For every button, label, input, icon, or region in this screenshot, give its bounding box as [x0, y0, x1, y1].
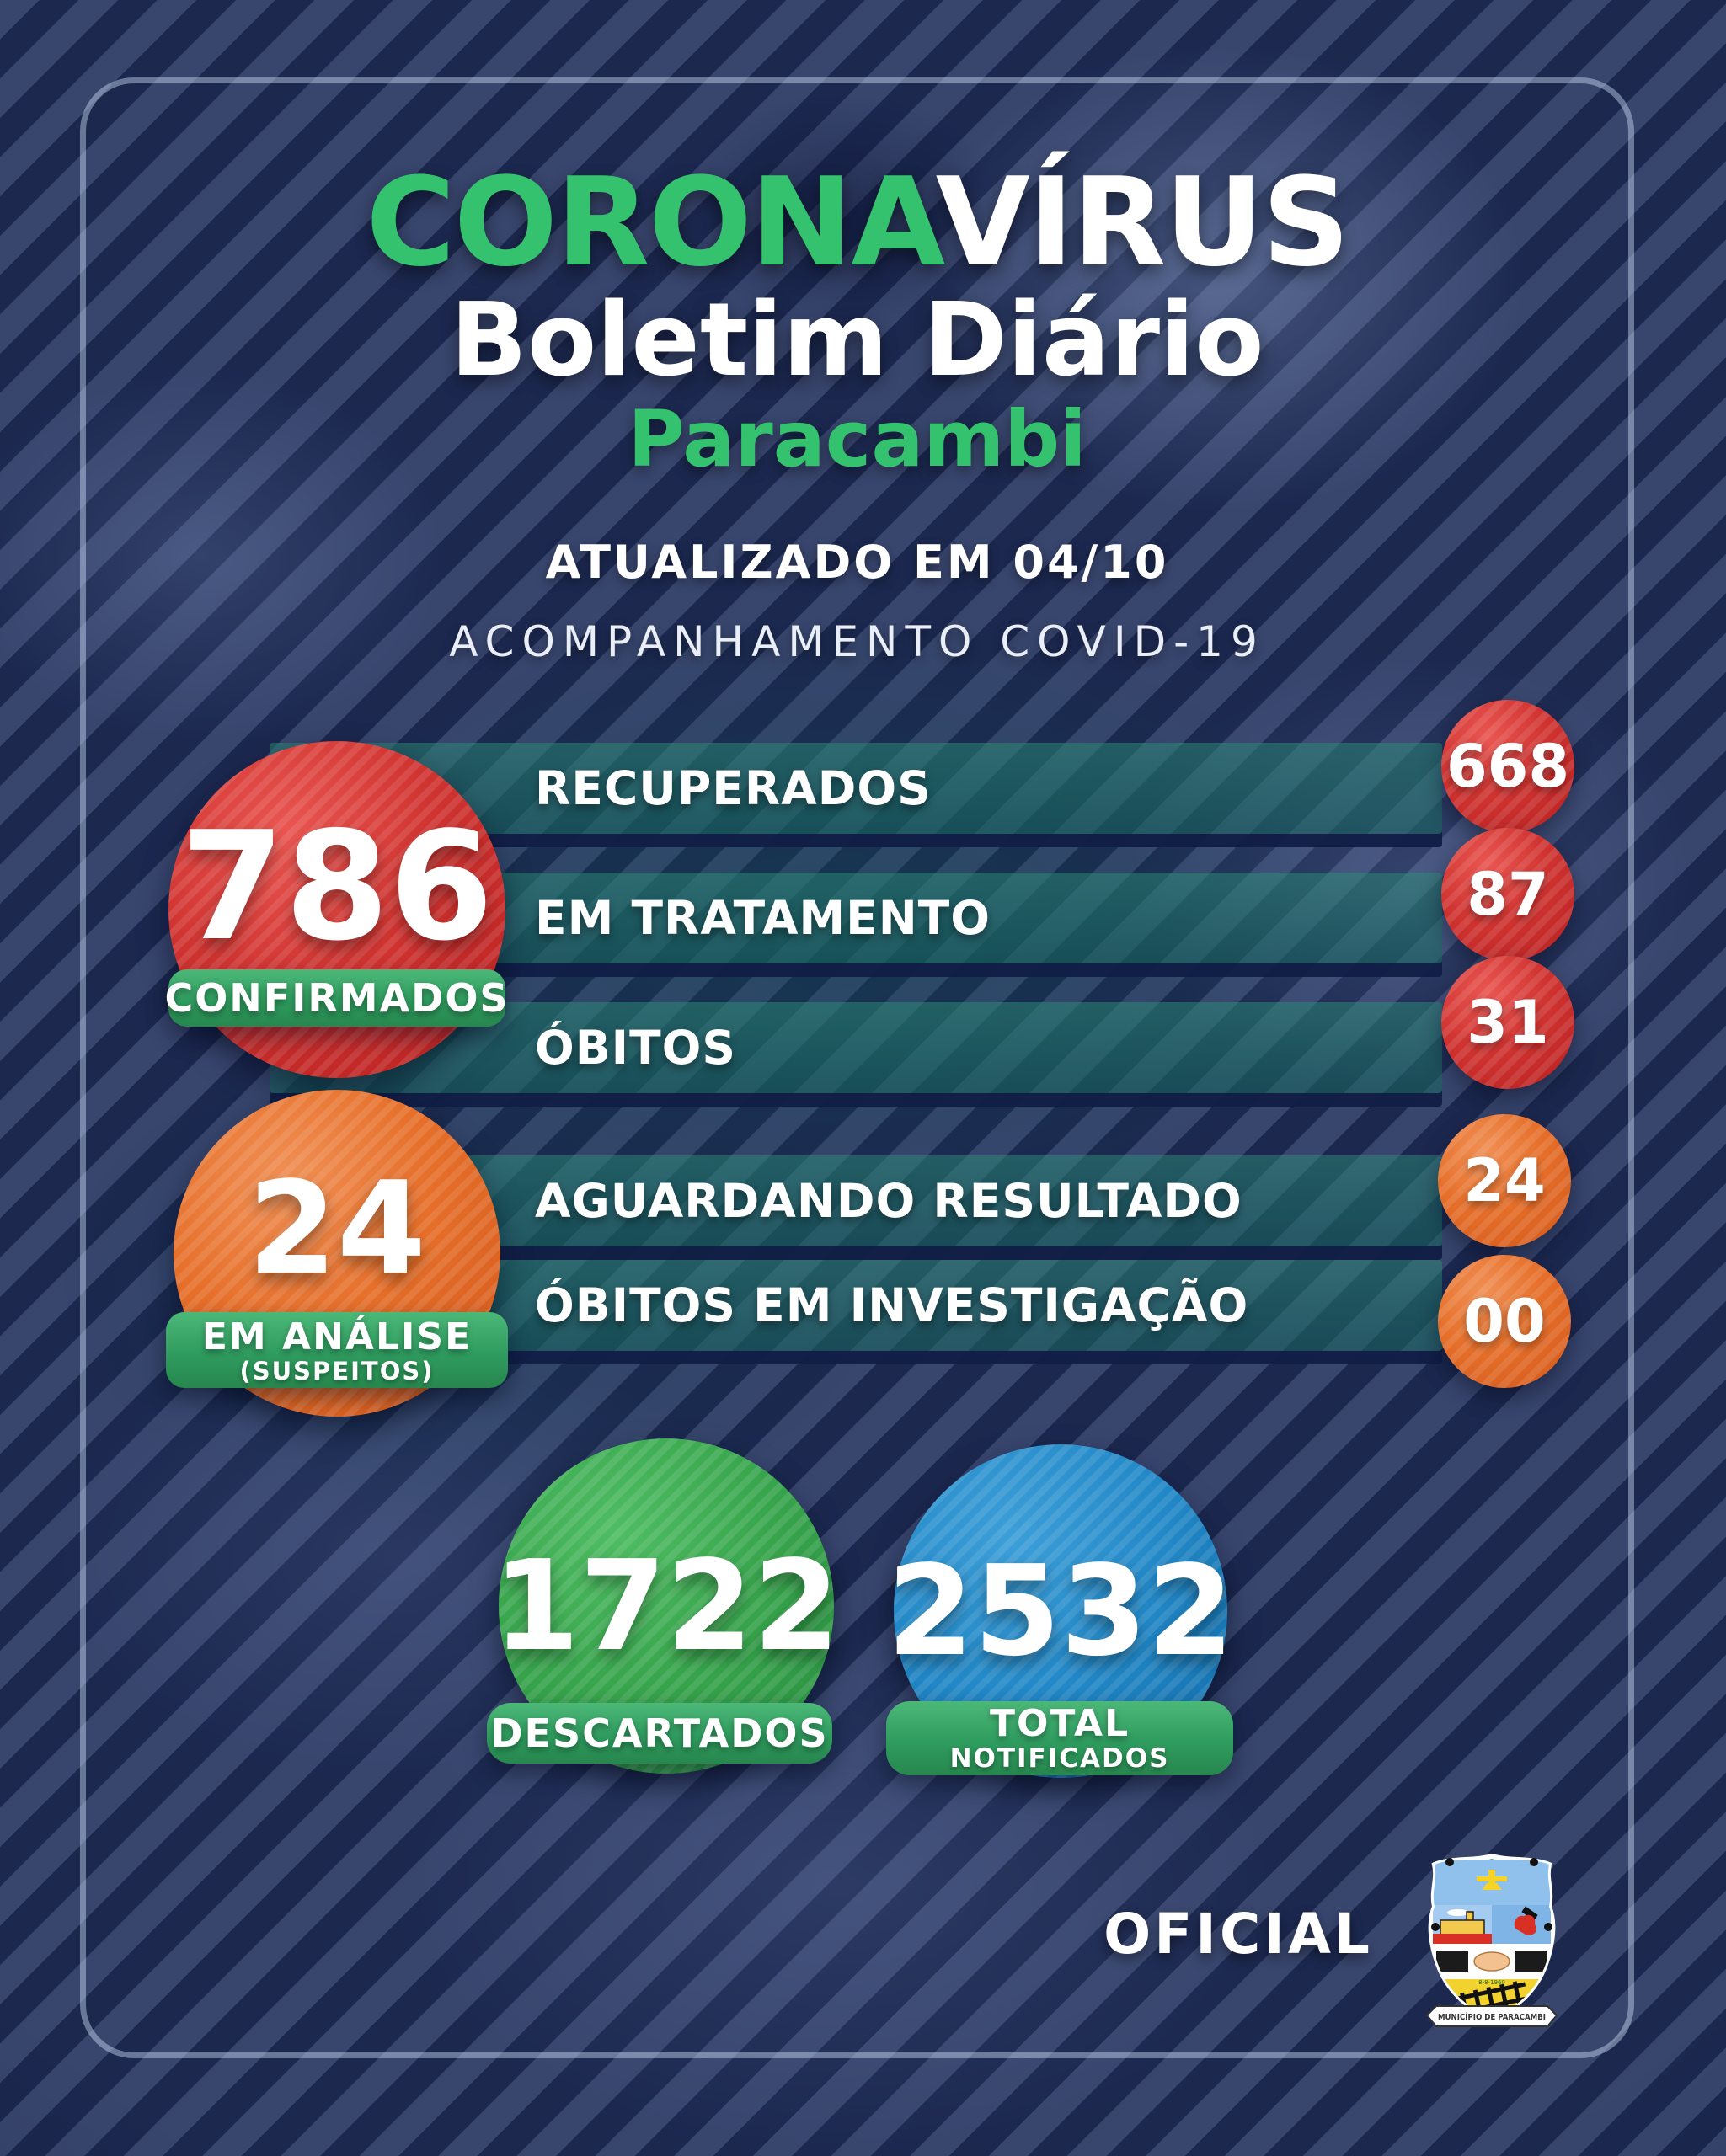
total-badge-sublabel: NOTIFICADOS: [949, 1743, 1170, 1774]
value-circle-recuperados: 668: [1441, 700, 1574, 833]
bulletin-subtitle: Boletim Diário: [450, 282, 1264, 399]
suspects-badge-label: EM ANÁLISE: [201, 1315, 473, 1358]
value-aguardando: 24: [1463, 1146, 1546, 1215]
total-notified-badge: TOTAL NOTIFICADOS: [886, 1701, 1233, 1775]
value-obitos-investigacao: 00: [1463, 1287, 1546, 1356]
suspects-badge: EM ANÁLISE (SUSPEITOS): [166, 1312, 508, 1388]
discarded-count: 1722: [493, 1534, 840, 1678]
suspects-count: 24: [248, 1153, 426, 1303]
total-badge-label: TOTAL: [989, 1702, 1130, 1745]
discarded-badge: DESCARTADOS: [487, 1703, 832, 1764]
suspects-badge-sublabel: (SUSPEITOS): [239, 1356, 435, 1385]
discarded-badge-label: DESCARTADOS: [490, 1710, 829, 1756]
stat-bar-label: AGUARDANDO RESULTADO: [535, 1174, 1242, 1228]
value-circle-aguardando: 24: [1438, 1114, 1571, 1247]
value-recuperados: 668: [1445, 732, 1570, 801]
confirmed-circle: 786: [168, 741, 505, 1078]
confirmed-count: 786: [180, 799, 494, 974]
confirmed-badge: CONFIRMADOS: [164, 969, 508, 1027]
confirmed-badge-label: CONFIRMADOS: [164, 975, 510, 1021]
stat-bar-label: RECUPERADOS: [535, 761, 932, 815]
stat-bar-recuperados: RECUPERADOS: [270, 743, 1442, 834]
city-name: Paracambi: [628, 394, 1087, 484]
official-label: OFICIAL: [1103, 1902, 1373, 1967]
tracking-label: ACOMPANHAMENTO COVID-19: [449, 617, 1265, 666]
brand-title-green: CORONA: [366, 152, 937, 294]
value-circle-obitos: 31: [1441, 956, 1574, 1089]
stat-bar-label: EM TRATAMENTO: [535, 891, 991, 945]
crest-date: 8-8-1960: [1478, 1979, 1505, 1986]
value-circle-obitos-investigacao: 00: [1438, 1255, 1571, 1388]
value-obitos: 31: [1467, 988, 1549, 1057]
brand-title: CORONAVÍRUS: [80, 156, 1634, 291]
crest-ribbon-text: MUNICÍPIO DE PARACAMBI: [1438, 2012, 1546, 2022]
stat-bar-label: ÓBITOS: [535, 1021, 737, 1075]
value-circle-em-tratamento: 87: [1441, 828, 1574, 961]
coat-of-arms-icon: 8-8-1960 MUNICÍPIO DE PARACAMBI: [1425, 1853, 1558, 2027]
updated-date: ATUALIZADO EM 04/10: [545, 536, 1169, 589]
total-notified-count: 2532: [887, 1539, 1234, 1684]
stat-bar-label: ÓBITOS EM INVESTIGAÇÃO: [535, 1278, 1249, 1332]
decorative-frame: [80, 77, 1634, 2058]
brand-title-white: VÍRUS: [935, 152, 1350, 294]
paracambi-coat-of-arms: 8-8-1960 MUNICÍPIO DE PARACAMBI: [1416, 1849, 1568, 2030]
value-em-tratamento: 87: [1467, 860, 1549, 929]
